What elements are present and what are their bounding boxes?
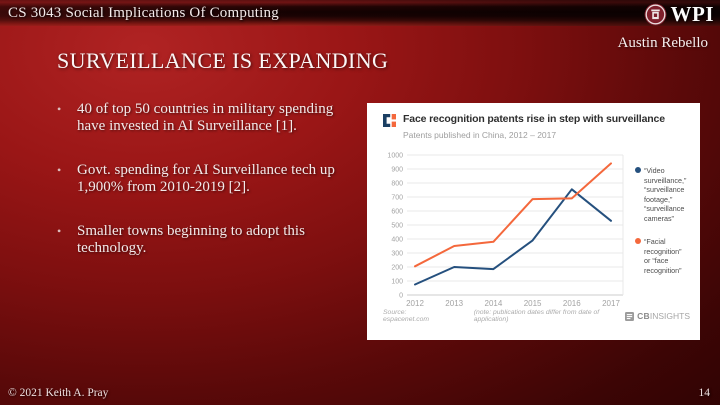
brand-rest: INSIGHTS — [649, 311, 690, 321]
x-tick-label: 2013 — [445, 299, 463, 308]
legend-dot-video-surveillance — [635, 167, 641, 173]
series-line-1 — [414, 162, 612, 268]
cbinsights-logo-text: CBINSIGHTS — [637, 311, 690, 321]
course-title: CS 3043 Social Implications Of Computing — [8, 4, 279, 21]
y-tick-label: 700 — [391, 194, 403, 201]
bullet-text: Smaller towns beginning to adopt this te… — [77, 223, 305, 256]
bullet-list: • 40 of top 50 countries in military spe… — [57, 101, 363, 284]
legend-label: “Facial recognition” or “face recognitio… — [644, 237, 682, 275]
bullet-dot-icon: • — [57, 163, 62, 177]
brand-bold: CB — [637, 311, 650, 321]
y-tick-label: 100 — [391, 278, 403, 285]
bullet-item: • Smaller towns beginning to adopt this … — [57, 223, 363, 257]
wpi-seal-icon — [644, 3, 666, 26]
series-line-0 — [414, 188, 612, 286]
chart-note: (note: publication dates differ from dat… — [473, 309, 600, 323]
page-number: 14 — [698, 387, 711, 399]
x-tick-label: 2014 — [485, 299, 503, 308]
footer-bar: © 2021 Keith A. Pray 14 — [8, 387, 710, 399]
chart-subtitle: Patents published in China, 2012 – 2017 — [403, 130, 557, 140]
wpi-logo: WPI — [644, 2, 715, 27]
header-bar: CS 3043 Social Implications Of Computing… — [0, 0, 720, 26]
y-tick-label: 0 — [399, 292, 403, 299]
x-tick-label: 2012 — [406, 299, 424, 308]
y-tick-label: 400 — [391, 236, 403, 243]
bullet-text: Govt. spending for AI Surveillance tech … — [77, 162, 335, 195]
bullet-dot-icon: • — [57, 102, 62, 116]
x-tick-label: 2017 — [602, 299, 620, 308]
y-tick-label: 500 — [391, 222, 403, 229]
y-tick-label: 800 — [391, 180, 403, 187]
cbinsights-logo-icon — [625, 311, 635, 321]
bullet-item: • Govt. spending for AI Surveillance tec… — [57, 162, 363, 196]
x-tick-label: 2016 — [563, 299, 581, 308]
copyright: © 2021 Keith A. Pray — [8, 387, 109, 399]
legend-item: “Video surveillance,” “surveillance foot… — [635, 166, 689, 223]
y-tick-label: 1000 — [387, 152, 403, 159]
wpi-logo-text: WPI — [670, 2, 714, 26]
author-name: Austin Rebello — [617, 35, 708, 51]
cbinsights-logo: CBINSIGHTS — [625, 311, 690, 321]
y-tick-label: 200 — [391, 264, 403, 271]
line-chart: 0 100 200 300 400 500 600 700 800 900 1000 2012 2013… — [387, 152, 624, 308]
y-tick-label: 600 — [391, 208, 403, 215]
chart-title: Face recognition patents rise in step wi… — [403, 113, 665, 125]
slide-title: SURVEILLANCE IS EXPANDING — [57, 48, 389, 73]
bullet-dot-icon: • — [57, 224, 62, 238]
bullet-item: • 40 of top 50 countries in military spe… — [57, 101, 363, 135]
chart-legend: “Video surveillance,” “surveillance foot… — [635, 145, 689, 309]
y-tick-label: 900 — [391, 166, 403, 173]
chart-body: 0 100 200 300 400 500 600 700 800 900 1000 2012 2013… — [383, 145, 690, 309]
legend-item: “Facial recognition” or “face recognitio… — [635, 237, 689, 275]
y-tick-label: 300 — [391, 250, 403, 257]
legend-label: “Video surveillance,” “surveillance foot… — [644, 166, 687, 223]
chart-source: Source: espacenet.com — [383, 309, 430, 323]
x-tick-label: 2015 — [524, 299, 542, 308]
cbinsights-mark-icon — [383, 114, 396, 127]
chart-card: Face recognition patents rise in step wi… — [367, 103, 700, 340]
bullet-text: 40 of top 50 countries in military spend… — [77, 101, 334, 134]
legend-dot-facial-recognition — [635, 238, 641, 244]
chart-footer: Source: espacenet.com (note: publication… — [383, 309, 690, 323]
chart-header: Face recognition patents rise in step wi… — [383, 113, 690, 127]
